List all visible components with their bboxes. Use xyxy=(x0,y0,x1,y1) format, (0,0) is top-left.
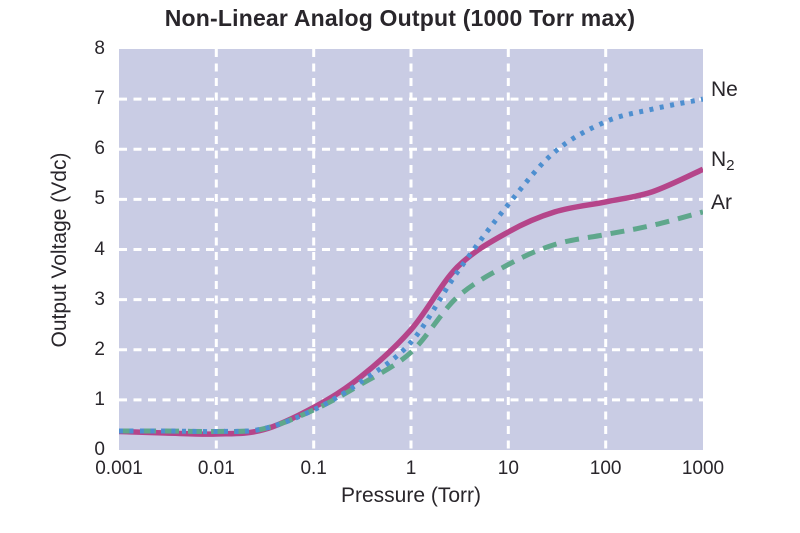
series-label-subscript: 2 xyxy=(726,157,735,175)
y-tick-label: 8 xyxy=(94,38,105,59)
x-tick-label: 1 xyxy=(405,458,417,479)
x-tick-label: 10 xyxy=(497,458,519,479)
series-label-text: Ne xyxy=(711,78,738,102)
y-tick-label: 3 xyxy=(94,288,105,310)
y-tick-label: 5 xyxy=(94,188,105,210)
curve-ne xyxy=(119,96,703,435)
page-title: Non-Linear Analog Output (1000 Torr max) xyxy=(164,5,636,31)
series-label-text: N xyxy=(711,148,727,172)
y-tick-label: 1 xyxy=(94,388,105,410)
series-label-text: Ar xyxy=(711,190,732,214)
x-tick-label: 0.01 xyxy=(197,458,235,479)
series-label-n2: N2 xyxy=(711,148,735,174)
y-tick-label: 7 xyxy=(94,88,105,110)
plot-area xyxy=(119,49,703,450)
y-tick-label: 2 xyxy=(94,338,105,360)
x-axis-label: Pressure (Torr) xyxy=(340,484,482,507)
series-label-ne: Ne xyxy=(711,78,738,102)
series-label-ar: Ar xyxy=(711,191,732,215)
x-tick-label: 0.001 xyxy=(95,458,143,479)
y-tick-label: 0 xyxy=(94,439,105,460)
x-tick-label: 100 xyxy=(589,458,622,479)
x-tick-label: 1000 xyxy=(681,458,725,479)
x-tick-label: 0.1 xyxy=(300,458,327,479)
y-tick-label: 6 xyxy=(94,138,105,160)
y-tick-label: 4 xyxy=(94,238,105,260)
plot-svg xyxy=(119,49,703,450)
